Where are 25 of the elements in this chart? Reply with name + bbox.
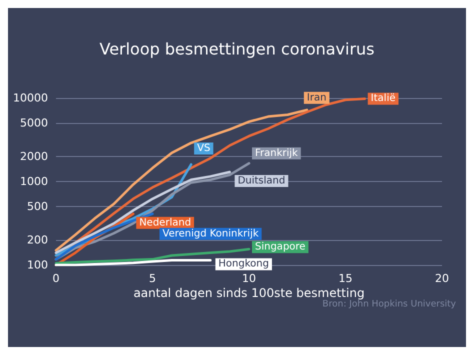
y-tick-label: 500 (27, 200, 48, 214)
x-axis-title: aantal dagen sinds 100ste besmetting (133, 286, 365, 300)
series-label: Nederland (139, 217, 192, 228)
y-tick-label: 5000 (20, 116, 48, 130)
series-label: Hongkong (218, 258, 269, 270)
x-tick-label: 10 (242, 272, 256, 285)
chart-title: Verloop besmettingen coronavirus (99, 40, 375, 58)
series-label: VS (197, 142, 210, 154)
y-tick-label: 10000 (13, 92, 48, 104)
y-tick-label: 200 (27, 233, 48, 246)
series-label: Singapore (255, 242, 306, 253)
series-label: Verenigd Koninkrijk (162, 228, 259, 240)
series-label: Frankrijk (255, 148, 298, 159)
text: Bron: John Hopkins University (322, 300, 457, 310)
series-label: Duitsland (238, 175, 286, 186)
series-label: Italië (370, 93, 396, 104)
x-tick-label: 20 (435, 272, 449, 285)
x-tick-label: 15 (338, 272, 352, 285)
x-tick-label: 5 (149, 272, 156, 285)
series-label: Iran (306, 92, 326, 104)
y-tick-label: 2000 (20, 150, 48, 163)
x-tick-label: 0 (52, 272, 60, 285)
y-tick-label: 100 (27, 258, 48, 272)
line-series (54, 108, 308, 252)
y-tick-label: 1000 (20, 175, 48, 188)
